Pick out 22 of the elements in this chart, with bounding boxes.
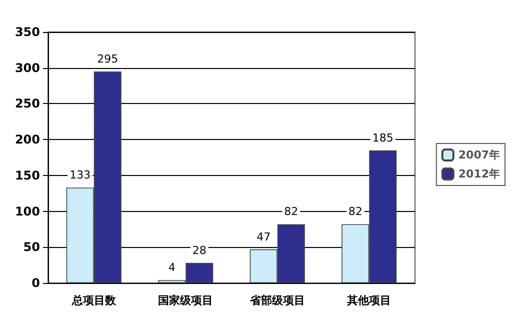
data-label: 82 xyxy=(284,205,298,218)
y-tick-label: 300 xyxy=(14,60,40,75)
y-tick-label: 50 xyxy=(23,240,40,254)
data-label: 133 xyxy=(70,168,91,182)
legend-label: 2007年 xyxy=(458,148,500,162)
data-label: 4 xyxy=(168,261,176,274)
y-tick-label: 250 xyxy=(14,96,40,111)
y-tick-label: 150 xyxy=(14,168,40,182)
y-tick-label: 100 xyxy=(14,204,40,218)
data-label: 82 xyxy=(348,205,362,218)
x-tick-label: 国家级项目 xyxy=(158,294,214,307)
x-tick-label: 其他项目 xyxy=(346,294,392,307)
y-tick-label: 200 xyxy=(14,132,40,147)
y-tick-label: 0 xyxy=(32,276,40,290)
data-label: 47 xyxy=(256,230,271,244)
x-tick-label: 总项目数 xyxy=(70,294,117,307)
legend-label: 2012年 xyxy=(458,168,500,180)
x-tick-label: 省部级项目 xyxy=(248,294,305,307)
data-label: 295 xyxy=(97,52,118,66)
y-tick-label: 350 xyxy=(14,25,40,39)
data-label: 28 xyxy=(192,244,206,257)
data-label: 185 xyxy=(372,131,394,144)
